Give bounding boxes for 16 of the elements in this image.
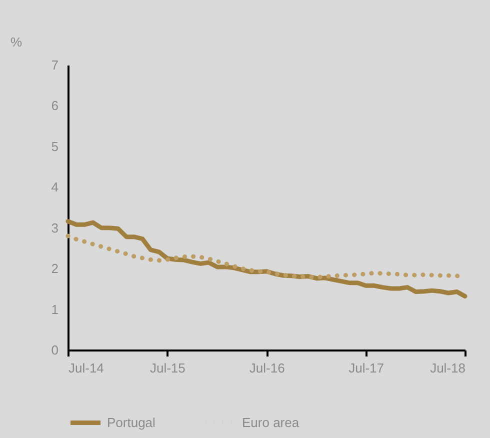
- x-tick-label: Jul-17: [348, 360, 384, 376]
- y-axis-title: %: [10, 34, 22, 50]
- y-tick-label: 3: [51, 220, 58, 236]
- legend-label: Euro area: [242, 414, 300, 430]
- y-tick-label: 7: [51, 58, 58, 72]
- x-tick-label: Jul-15: [150, 360, 186, 376]
- x-tick-label: Jul-16: [249, 360, 285, 376]
- y-tick-label: 2: [51, 261, 58, 276]
- y-tick-label: 5: [51, 138, 58, 154]
- y-tick-label: 6: [51, 98, 58, 114]
- x-tick-label: Jul-14: [68, 360, 104, 376]
- y-tick-label: 1: [51, 302, 58, 317]
- x-tick-label: Jul-18: [430, 360, 466, 376]
- y-tick-label: 0: [51, 342, 58, 358]
- y-tick-label: 4: [51, 180, 58, 195]
- legend-label: Portugal: [107, 414, 156, 430]
